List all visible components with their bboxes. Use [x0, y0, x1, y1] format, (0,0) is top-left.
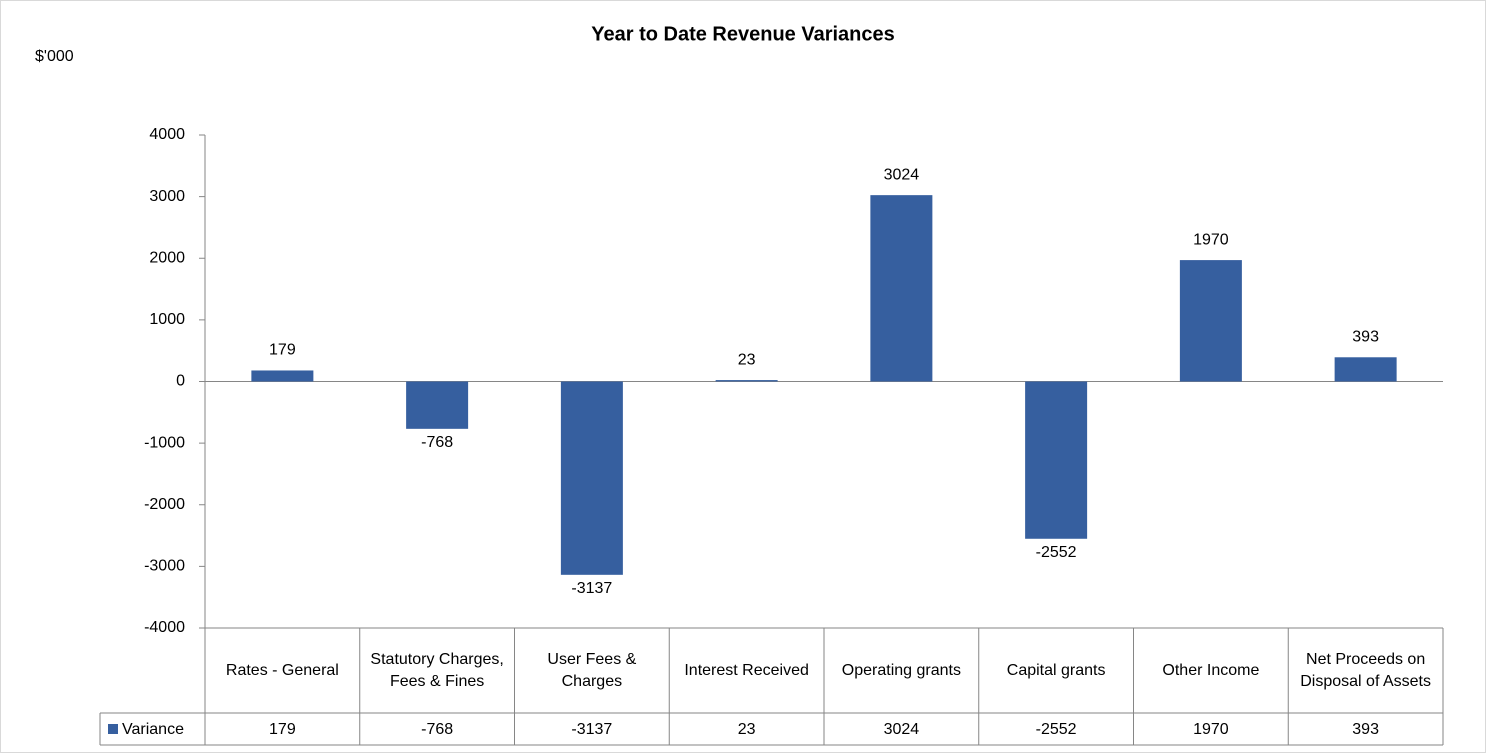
table-value: 23: [738, 721, 756, 738]
y-tick-label: 2000: [149, 249, 185, 266]
y-tick-label: 1000: [149, 311, 185, 328]
x-tick-label-box: Operating grants: [841, 661, 961, 679]
data-label: 23: [738, 351, 756, 368]
x-tick-label: Net Proceeds on Disposal of Assets: [1300, 650, 1431, 690]
table-value: 3024: [884, 721, 920, 738]
bar: [870, 195, 933, 382]
bar: [560, 381, 623, 575]
y-tick-label: -1000: [144, 434, 185, 451]
x-tick-label-box: Other Income: [1162, 661, 1260, 679]
x-tick-label: Operating grants: [841, 661, 961, 679]
table-value: 179: [269, 721, 296, 738]
x-tick-label: Interest Received: [684, 661, 809, 679]
chart-title: Year to Date Revenue Variances: [591, 23, 895, 45]
data-label: -768: [421, 434, 453, 451]
bar: [715, 380, 778, 382]
data-label: 1970: [1193, 231, 1229, 248]
x-tick-label-box: Statutory Charges, Fees & Fines: [370, 650, 504, 690]
x-tick-label-box: User Fees & Charges: [547, 650, 637, 690]
legend-label: Variance: [122, 721, 184, 738]
bar: [1334, 357, 1397, 382]
bar: [251, 370, 314, 382]
y-tick-label: -3000: [144, 558, 185, 575]
data-label: 3024: [884, 166, 920, 183]
x-tick-label: Other Income: [1162, 661, 1260, 679]
table-value: 1970: [1193, 721, 1229, 738]
bar: [1025, 381, 1088, 539]
x-tick-label-box: Capital grants: [1006, 661, 1106, 679]
bar: [406, 381, 469, 429]
x-tick-label: Rates - General: [225, 661, 339, 679]
y-tick-label: -4000: [144, 619, 185, 636]
table-value: 393: [1352, 721, 1379, 738]
y-axis-label: $'000: [35, 48, 74, 65]
bar: [1179, 260, 1242, 382]
legend-key: [108, 724, 118, 734]
data-label: 393: [1352, 329, 1379, 346]
x-tick-label-box: Interest Received: [684, 661, 809, 679]
table-value: -3137: [571, 721, 612, 738]
table-value: -768: [421, 721, 453, 738]
y-tick-label: 0: [176, 373, 185, 390]
y-tick-label: 4000: [149, 126, 185, 143]
data-label: -2552: [1036, 544, 1077, 561]
x-tick-label: User Fees & Charges: [547, 650, 637, 690]
data-label: 179: [269, 342, 296, 359]
data-label: -3137: [571, 580, 612, 597]
y-tick-label: -2000: [144, 496, 185, 513]
x-tick-label: Capital grants: [1006, 661, 1106, 679]
x-tick-label: Statutory Charges, Fees & Fines: [370, 650, 504, 690]
x-tick-label-box: Net Proceeds on Disposal of Assets: [1300, 650, 1431, 690]
y-tick-label: 3000: [149, 188, 185, 205]
table-value: -2552: [1036, 721, 1077, 738]
x-tick-label-box: Rates - General: [225, 661, 339, 679]
